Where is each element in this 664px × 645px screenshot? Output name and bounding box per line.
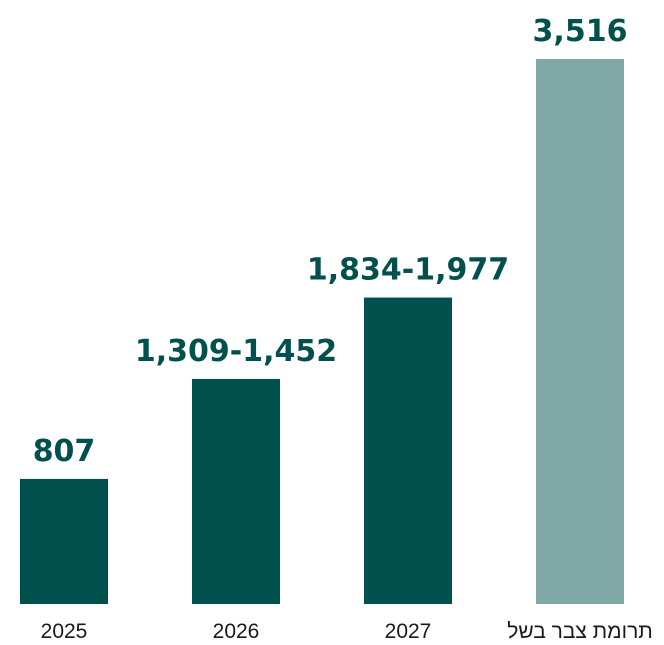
category-label-3: 2027 bbox=[385, 620, 432, 643]
value-labels-group: 807 1,309-1,452 1,834-1,977 3,516 bbox=[33, 14, 628, 469]
value-label-1: 807 bbox=[33, 434, 96, 469]
bar-2 bbox=[192, 378, 280, 604]
category-label-2: 2026 bbox=[213, 620, 260, 643]
bar-1 bbox=[20, 478, 108, 604]
bars-group bbox=[20, 59, 624, 604]
value-label-2: 1,309-1,452 bbox=[135, 334, 337, 369]
category-labels-group: 2025 2026 2027 תרומת צבר בשל bbox=[41, 620, 653, 643]
value-label-3: 1,834-1,977 bbox=[307, 253, 509, 288]
category-label-4: תרומת צבר בשל bbox=[507, 620, 653, 643]
category-label-1: 2025 bbox=[41, 620, 88, 643]
value-label-4: 3,516 bbox=[533, 14, 628, 49]
bar-3 bbox=[364, 297, 452, 604]
bar-4 bbox=[536, 59, 624, 604]
